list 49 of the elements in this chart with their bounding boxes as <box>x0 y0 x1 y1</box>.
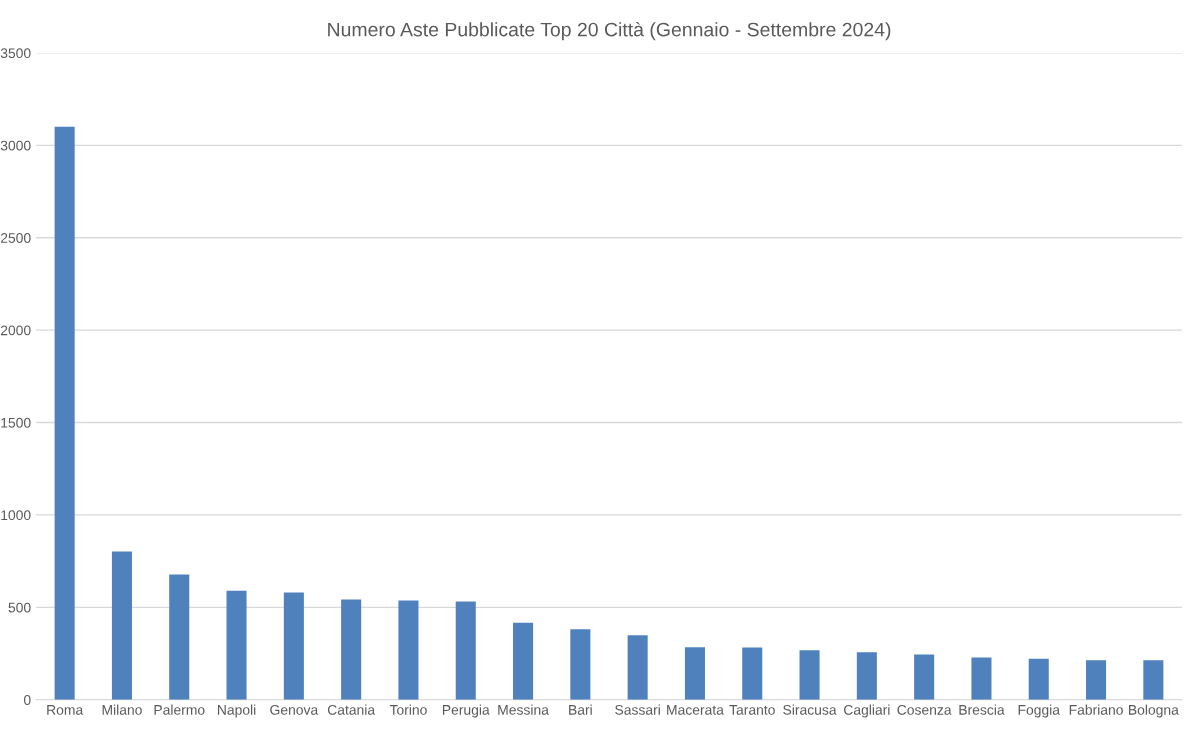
y-tick-label: 3000 <box>0 140 31 151</box>
x-tick-label: Fabriano <box>1069 704 1123 715</box>
bar <box>684 647 705 700</box>
bar <box>1086 660 1107 700</box>
bar <box>799 650 820 700</box>
bar <box>398 600 419 700</box>
x-tick-label: Genova <box>270 704 319 715</box>
bar <box>1028 658 1049 700</box>
x-tick-label: Napoli <box>218 704 256 718</box>
bar <box>742 647 763 700</box>
bar <box>111 551 132 700</box>
x-tick-label: Bari <box>569 704 592 715</box>
bar <box>283 592 304 700</box>
x-tick-label: Brescia <box>959 704 1005 715</box>
bar <box>169 574 190 700</box>
x-tick-label: Milano <box>102 704 142 715</box>
bar <box>513 622 534 700</box>
x-tick-label: Foggia <box>1018 704 1060 718</box>
bar <box>54 126 75 700</box>
x-tick-label: Macerata <box>667 705 724 715</box>
y-tick-label: 0 <box>23 695 31 705</box>
bar <box>455 601 476 700</box>
bar <box>914 654 935 700</box>
y-tick-label: 1000 <box>1 510 31 521</box>
x-tick-label: Torino <box>389 704 427 715</box>
y-tick-label: 3500 <box>0 48 31 59</box>
bar <box>226 590 247 700</box>
bar <box>1143 660 1164 700</box>
x-tick-label: Perugia <box>442 704 490 718</box>
y-tick-label: 500 <box>8 602 31 613</box>
bar <box>341 599 362 700</box>
bar <box>971 657 992 700</box>
x-tick-label: Roma <box>47 705 84 715</box>
x-tick-label: Messina <box>498 704 549 715</box>
x-tick-label: Catania <box>327 704 376 715</box>
bar <box>627 635 648 700</box>
x-tick-label: Bologna <box>1129 704 1179 718</box>
x-tick-label: Palermo <box>154 704 205 715</box>
y-tick-label: 1500 <box>1 417 31 428</box>
bar <box>856 652 877 700</box>
bar <box>570 629 591 700</box>
y-tick-label: 2500 <box>0 233 31 243</box>
x-tick-label: Siracusa <box>783 704 837 715</box>
chart-title: Numero Aste Pubblicate Top 20 Città (Gennaio - Settembre 2024) <box>328 21 891 41</box>
x-tick-label: Cagliari <box>844 704 890 718</box>
x-tick-label: Cosenza <box>897 704 952 715</box>
y-tick-label: 2000 <box>0 325 31 336</box>
x-tick-label: Taranto <box>729 705 775 715</box>
x-tick-label: Sassari <box>615 704 660 715</box>
